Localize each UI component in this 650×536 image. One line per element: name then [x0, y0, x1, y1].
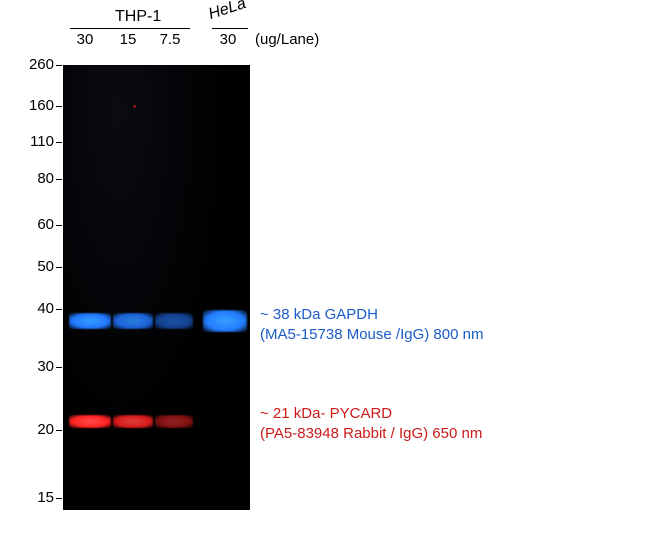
mw-label-15: 15 — [24, 489, 54, 506]
gapdh-band-2 — [113, 313, 153, 329]
mw-tick-110 — [56, 142, 62, 143]
pycard-band-3 — [155, 415, 193, 428]
mw-tick-80 — [56, 179, 62, 180]
mw-tick-15 — [56, 498, 62, 499]
annotation-gapdh-line2: (MA5-15738 Mouse /IgG) 800 nm — [260, 325, 483, 345]
annotation-pycard-line2: (PA5-83948 Rabbit / IgG) 650 nm — [260, 424, 482, 444]
unit-label: (ug/Lane) — [255, 31, 319, 48]
mw-label-260: 260 — [24, 56, 54, 73]
mw-tick-30 — [56, 367, 62, 368]
mw-tick-60 — [56, 225, 62, 226]
western-blot-image — [63, 65, 250, 510]
annotation-pycard-line1: ~ 21 kDa- PYCARD — [260, 404, 482, 424]
mw-label-80: 80 — [24, 170, 54, 187]
mw-label-30: 30 — [24, 358, 54, 375]
sample-group-thp1-label: THP-1 — [115, 8, 161, 26]
annotation-pycard: ~ 21 kDa- PYCARD (PA5-83948 Rabbit / IgG… — [260, 404, 482, 445]
blot-background — [63, 65, 250, 510]
mw-label-110: 110 — [24, 133, 54, 150]
mw-label-160: 160 — [24, 97, 54, 114]
sample-group-hela-underline — [212, 28, 248, 29]
annotation-gapdh: ~ 38 kDa GAPDH (MA5-15738 Mouse /IgG) 80… — [260, 305, 483, 346]
lane-label-4: 30 — [208, 31, 248, 48]
lane-label-1: 30 — [65, 31, 105, 48]
mw-label-40: 40 — [24, 300, 54, 317]
sample-group-hela-label: HeLa — [206, 0, 248, 24]
pycard-band-1 — [69, 415, 111, 428]
gapdh-band-1 — [69, 313, 111, 329]
mw-label-50: 50 — [24, 258, 54, 275]
artifact-spot — [133, 105, 136, 108]
mw-label-60: 60 — [24, 216, 54, 233]
annotation-gapdh-line1: ~ 38 kDa GAPDH — [260, 305, 483, 325]
mw-tick-50 — [56, 267, 62, 268]
mw-tick-20 — [56, 430, 62, 431]
pycard-band-2 — [113, 415, 153, 428]
mw-tick-40 — [56, 309, 62, 310]
mw-tick-260 — [56, 65, 62, 66]
mw-label-20: 20 — [24, 421, 54, 438]
sample-group-thp1-underline — [70, 28, 190, 29]
mw-tick-160 — [56, 106, 62, 107]
gapdh-band-3 — [155, 313, 193, 329]
lane-label-2: 15 — [108, 31, 148, 48]
lane-label-3: 7.5 — [150, 31, 190, 48]
gapdh-band-4 — [203, 310, 247, 332]
